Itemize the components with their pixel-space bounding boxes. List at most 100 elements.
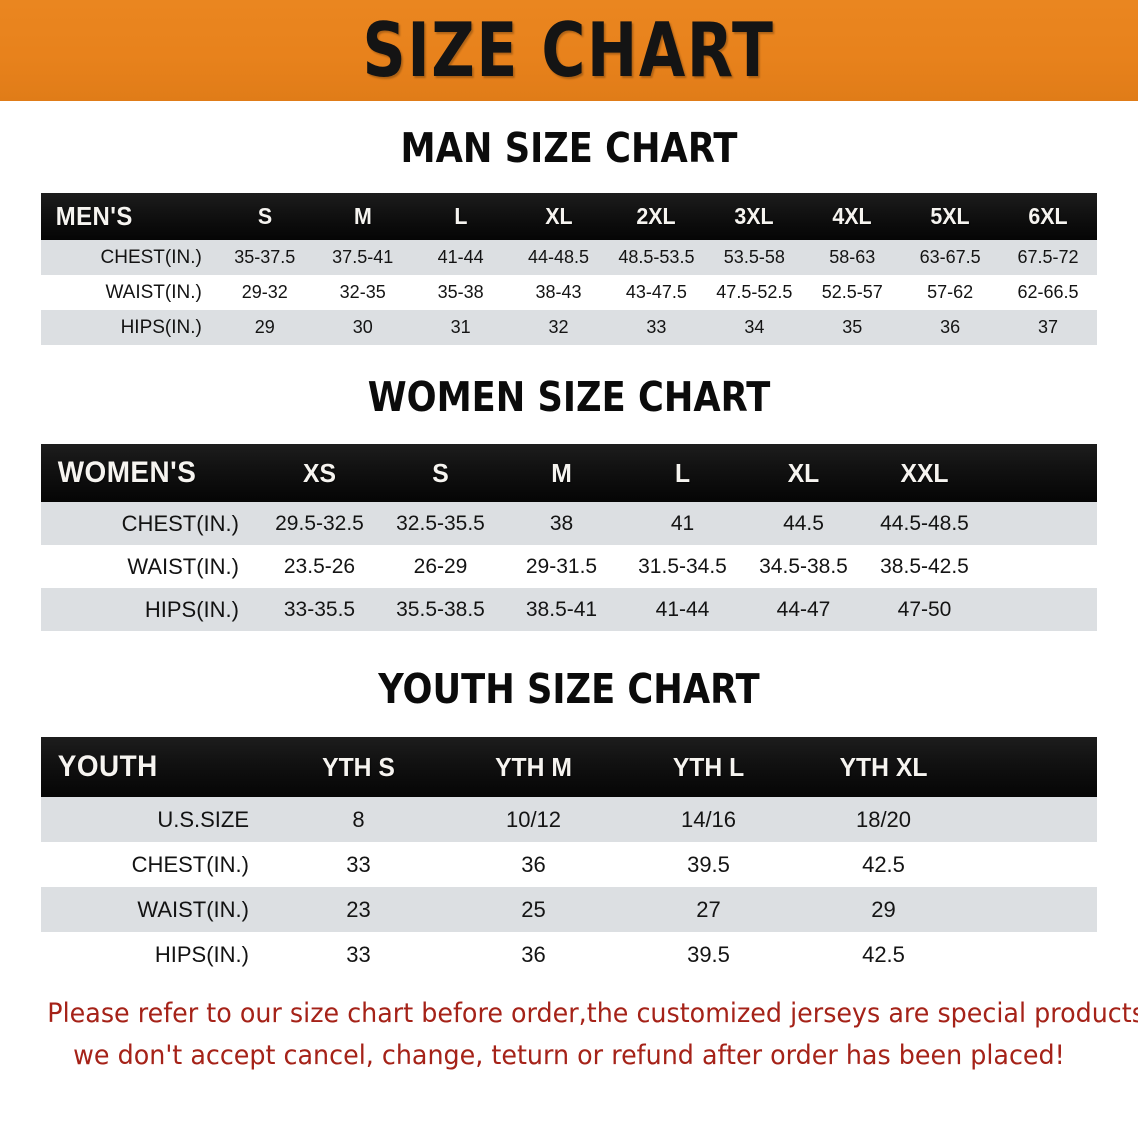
youth-row-label: U.S.SIZE [157,806,249,832]
youth-size-header: YTH M [495,751,572,782]
youth-cell-value: 8 [352,806,365,832]
youth-cell-value: 42.5 [862,941,905,967]
men-cell-value: 38-43 [535,282,582,302]
youth-row-label: WAIST(IN.) [137,896,249,922]
youth-cell-value: 10/12 [505,806,562,832]
men-cell-value: 43-47.5 [625,282,687,302]
men-size-header: 3XL [734,203,774,229]
youth-cell-value: 33 [346,941,371,967]
women-cell-value: 38.5-42.5 [880,554,969,578]
men-row-label: CHEST(IN.) [100,246,202,268]
men-cell-value: 36 [940,317,961,337]
men-size-header: 4XL [832,203,872,229]
youth-section-title: YOUTH SIZE CHART [378,665,760,713]
women-row-label: CHEST(IN.) [121,510,239,536]
women-size-header: M [551,457,572,488]
man-size-chart-table: MEN'S S M L XL 2XL 3XL 4XL 5XL 6XL CHEST(IN.) 35-37… [41,193,1097,345]
men-size-header: L [454,203,468,229]
table-row: WAIST(IN.) 23.5-26 26-29 29-31.5 31.5-34.5 34… [41,545,1097,588]
women-cell-value: 31.5-34.5 [638,554,727,578]
women-cell-value: 41-44 [655,597,710,621]
youth-cell-value: 25 [521,896,546,922]
men-cell-value: 31 [450,317,471,337]
youth-corner-label: YOUTH [57,750,158,783]
youth-header-row: YOUTH YTH S YTH M YTH L YTH XL [41,737,1097,797]
men-cell-value: 35-37.5 [234,247,296,267]
men-cell-value: 35-38 [437,282,484,302]
men-cell-value: 37.5-41 [332,247,394,267]
women-row-label: HIPS(IN.) [144,596,239,622]
men-cell-value: 29-32 [241,282,288,302]
women-row-label: WAIST(IN.) [127,553,239,579]
women-size-chart-table: WOMEN'S XS S M L XL XXL CHEST(IN.) 29.5-32.5 32.5… [41,444,1097,631]
women-cell-value: 26-29 [413,554,468,578]
youth-size-header: YTH S [322,751,395,782]
youth-size-chart-table: YOUTH YTH S YTH M YTH L YTH XL U.S.SIZE 8 10/12… [41,737,1097,977]
men-cell-value: 32 [548,317,569,337]
table-row: WAIST(IN.) 23 25 27 29 [41,887,1097,932]
table-row: CHEST(IN.) 35-37.5 37.5-41 41-44 44-48.5 48.5… [41,240,1097,275]
youth-row-label: CHEST(IN.) [131,851,249,877]
women-cell-value: 29-31.5 [525,554,598,578]
youth-cell-value: 18/20 [855,806,912,832]
women-cell-value: 34.5-38.5 [759,554,848,578]
men-size-header: 6XL [1028,203,1068,229]
youth-cell-value: 39.5 [687,851,730,877]
men-cell-value: 58-63 [829,247,876,267]
men-header-row: MEN'S S M L XL 2XL 3XL 4XL 5XL 6XL [41,193,1097,240]
men-cell-value: 33 [646,317,667,337]
women-cell-value: 47-50 [897,597,952,621]
page-banner: SIZE CHART [0,0,1138,101]
men-cell-value: 53.5-58 [723,247,785,267]
women-section-title: WOMEN SIZE CHART [367,373,771,421]
men-cell-value: 32-35 [339,282,386,302]
men-cell-value: 52.5-57 [821,282,883,302]
youth-row-label: HIPS(IN.) [154,941,249,967]
men-cell-value: 63-67.5 [919,247,981,267]
women-size-header: XS [303,457,336,488]
table-row: CHEST(IN.) 33 36 39.5 42.5 [41,842,1097,887]
table-row: HIPS(IN.) 33-35.5 35.5-38.5 38.5-41 41-44 44-… [41,588,1097,631]
men-size-header: 2XL [636,203,677,229]
men-size-header: M [353,203,372,229]
men-cell-value: 48.5-53.5 [618,247,695,267]
men-cell-value: 35 [842,317,863,337]
youth-cell-value: 36 [521,851,546,877]
women-header-row: WOMEN'S XS S M L XL XXL [41,444,1097,502]
men-row-label: WAIST(IN.) [105,281,202,303]
women-cell-value: 33-35.5 [283,597,356,621]
men-cell-value: 41-44 [437,247,484,267]
youth-cell-value: 42.5 [862,851,905,877]
women-cell-value: 38.5-41 [525,597,598,621]
youth-cell-value: 33 [346,851,371,877]
disclaimer-line-2: we don't accept cancel, change, teturn o… [73,1040,1065,1072]
men-cell-value: 30 [352,317,373,337]
youth-cell-value: 14/16 [680,806,737,832]
men-cell-value: 29 [254,317,275,337]
table-row: U.S.SIZE 8 10/12 14/16 18/20 [41,797,1097,842]
men-cell-value: 34 [744,317,765,337]
youth-size-header: YTH L [672,751,745,782]
table-row: HIPS(IN.) 33 36 39.5 42.5 [41,932,1097,977]
youth-cell-value: 29 [871,896,896,922]
men-cell-value: 57-62 [927,282,974,302]
women-cell-value: 41 [670,511,695,535]
men-size-header: XL [544,203,573,229]
men-cell-value: 47.5-52.5 [716,282,793,302]
women-cell-value: 44.5 [783,511,824,535]
women-cell-value: 23.5-26 [283,554,356,578]
men-row-label: HIPS(IN.) [120,316,202,338]
women-cell-value: 32.5-35.5 [396,511,485,535]
women-size-header: L [674,457,691,488]
women-cell-value: 38 [549,511,574,535]
youth-cell-value: 27 [696,896,721,922]
table-row: HIPS(IN.) 29 30 31 32 33 34 35 36 37 [41,310,1097,345]
women-cell-value: 35.5-38.5 [396,597,485,621]
women-size-header: XL [787,457,820,488]
women-size-header: S [432,457,449,488]
disclaimer-line-1: Please refer to our size chart before or… [47,998,1138,1029]
men-corner-label: MEN'S [55,201,133,231]
women-size-header: XXL [900,457,949,488]
table-row: WAIST(IN.) 29-32 32-35 35-38 38-43 43-47.5 47.… [41,275,1097,310]
man-section-title: MAN SIZE CHART [400,124,738,172]
